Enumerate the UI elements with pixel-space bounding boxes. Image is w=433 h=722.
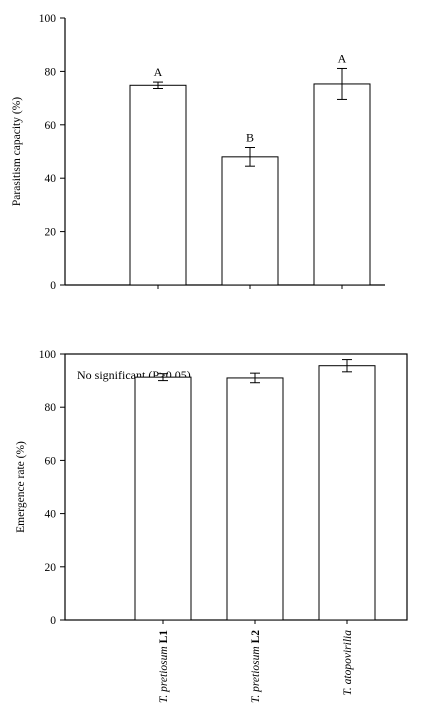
x-category-label: T. pretiosum L2 bbox=[250, 630, 262, 703]
y-tick-label: 0 bbox=[50, 280, 56, 292]
category-species-name: T. atopovirilia bbox=[342, 630, 354, 696]
x-category-label: T. atopovirilia bbox=[342, 630, 354, 696]
parasitism-panel: 0 20 40 60 80 100 Parasitism capacity (%) A B A bbox=[11, 13, 385, 292]
bar bbox=[221, 156, 279, 286]
bar bbox=[318, 365, 376, 621]
category-lineage-suffix: L1 bbox=[158, 630, 170, 647]
bar bbox=[129, 84, 187, 286]
y-tick-label: 100 bbox=[39, 13, 57, 25]
y-tick-label: 80 bbox=[45, 402, 57, 414]
y-tick-label: 60 bbox=[45, 120, 57, 132]
y-tick-label: 20 bbox=[45, 227, 57, 239]
bar bbox=[134, 376, 192, 621]
category-species-name: T. pretiosum bbox=[158, 646, 170, 703]
y-tick-label: 60 bbox=[45, 455, 57, 467]
y-tick-label: 100 bbox=[39, 349, 57, 361]
category-labels: T. pretiosum L1T. pretiosum L2 T. atopovi… bbox=[158, 630, 354, 703]
significance-letter: B bbox=[246, 130, 254, 144]
significance-letter: A bbox=[338, 51, 347, 65]
y-axis-label: Emergence rate (%) bbox=[15, 441, 27, 533]
y-tick-label: 80 bbox=[45, 66, 57, 78]
bar bbox=[313, 83, 371, 286]
x-category-label: T. pretiosum L1 bbox=[158, 630, 170, 703]
y-axis-label: Parasitism capacity (%) bbox=[11, 97, 23, 206]
y-tick-label: 20 bbox=[45, 562, 57, 574]
y-tick-label: 40 bbox=[45, 509, 57, 521]
y-tick-label: 0 bbox=[50, 615, 56, 627]
bar bbox=[226, 377, 284, 621]
y-tick-label: 40 bbox=[45, 173, 57, 185]
significance-letter: A bbox=[154, 65, 163, 79]
category-species-name: T. pretiosum bbox=[250, 646, 262, 703]
category-lineage-suffix: L2 bbox=[250, 630, 262, 647]
